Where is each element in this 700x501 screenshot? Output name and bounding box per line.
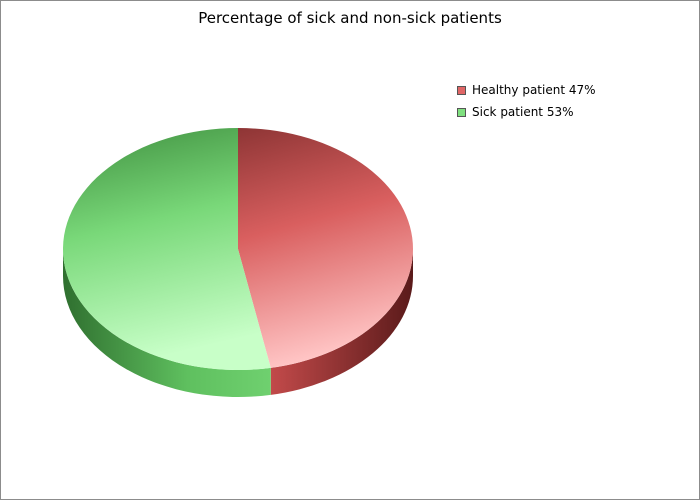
pie-slice-sick <box>62 128 271 370</box>
legend-item-healthy: Healthy patient 47% <box>457 79 596 101</box>
chart-legend: Healthy patient 47% Sick patient 53% <box>457 79 596 123</box>
legend-item-sick: Sick patient 53% <box>457 101 596 123</box>
pie-slice-healthy-side <box>270 249 413 395</box>
chart-title: Percentage of sick and non-sick patients <box>198 9 502 27</box>
legend-swatch-sick <box>457 107 466 117</box>
pie-slice-healthy <box>238 128 413 368</box>
legend-label-healthy: Healthy patient 47% <box>472 83 596 97</box>
legend-swatch-healthy <box>457 85 466 95</box>
legend-label-sick: Sick patient 53% <box>472 105 574 119</box>
pie-slice-sick-side <box>63 249 271 397</box>
